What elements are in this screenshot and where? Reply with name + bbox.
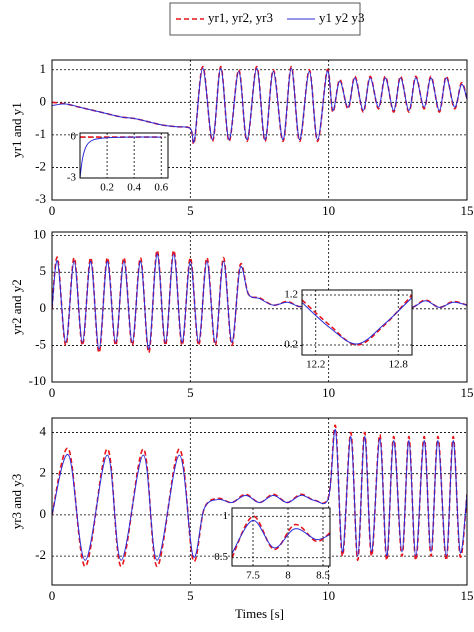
inset-frame: [231, 507, 331, 567]
inset-x-tick-label: 12.8: [389, 359, 409, 371]
inset-x-tick-label: 0.2: [100, 182, 114, 194]
x-tick-label: 15: [461, 203, 474, 218]
x-tick-label: 0: [49, 588, 56, 603]
y-tick-label: -5: [35, 336, 46, 351]
inset-frame: [301, 289, 413, 356]
line-series: [302, 297, 412, 345]
x-tick-label: 0: [49, 203, 56, 218]
y-axis-label: yr2 and y2: [9, 279, 24, 335]
y-axis-label: yr1 and y1: [9, 102, 24, 158]
y-tick-label: 0: [40, 300, 47, 315]
inset-frame: [79, 132, 169, 179]
y-tick-label: -2: [35, 158, 46, 173]
inset-y-tick-label: 0.5: [214, 551, 228, 563]
y-tick-label: -10: [29, 373, 46, 388]
y-axis-label: yr3 and y3: [9, 474, 24, 530]
line-series: [52, 429, 467, 561]
x-tick-label: 10: [322, 203, 335, 218]
y-tick-label: 0: [40, 506, 47, 521]
line-series: [302, 294, 412, 346]
y-tick-label: 1: [40, 61, 47, 76]
x-tick-label: 5: [187, 385, 194, 400]
line-series: [232, 515, 330, 559]
x-tick-label: 15: [461, 385, 474, 400]
legend-label: y1 y2 y3: [319, 10, 365, 25]
inset-x-tick-label: 7.5: [246, 570, 260, 582]
plot-frame: [51, 231, 468, 383]
x-axis-label: Times [s]: [235, 606, 284, 621]
line-series: [232, 519, 330, 554]
x-tick-label: 5: [187, 588, 194, 603]
inset-y-tick-label: 0.2: [284, 339, 298, 351]
inset-x-tick-label: 8: [285, 570, 291, 582]
plot-frame: [51, 417, 468, 586]
inset-x-tick-label: 0.4: [127, 182, 141, 194]
inset-y-tick-label: -3: [67, 172, 77, 184]
x-tick-label: 15: [461, 588, 474, 603]
inset-area: [232, 508, 330, 566]
plot-frame: [51, 59, 468, 201]
line-series: [52, 67, 467, 144]
y-tick-label: 0: [40, 93, 47, 108]
inset-y-tick-label: 1.2: [284, 289, 298, 301]
y-tick-label: -2: [35, 547, 46, 562]
legend-label: yr1, yr2, yr3: [208, 10, 273, 25]
y-tick-label: 10: [33, 227, 46, 242]
inset-y-tick-label: 0: [71, 131, 77, 143]
y-tick-label: -1: [35, 126, 46, 141]
x-tick-label: 10: [322, 588, 335, 603]
x-tick-label: 10: [322, 385, 335, 400]
y-tick-label: 2: [40, 465, 47, 480]
y-tick-label: -3: [35, 191, 46, 206]
x-tick-label: 5: [187, 203, 194, 218]
inset-x-tick-label: 12.2: [306, 359, 325, 371]
y-tick-label: 4: [40, 423, 47, 438]
y-tick-label: 5: [40, 263, 47, 278]
x-tick-label: 0: [49, 385, 56, 400]
line-series: [80, 136, 162, 178]
inset-y-tick-label: 1: [223, 510, 229, 522]
inset-x-tick-label: 8.5: [316, 570, 330, 582]
inset-area: [80, 133, 168, 178]
inset-x-tick-label: 0.6: [154, 182, 168, 194]
